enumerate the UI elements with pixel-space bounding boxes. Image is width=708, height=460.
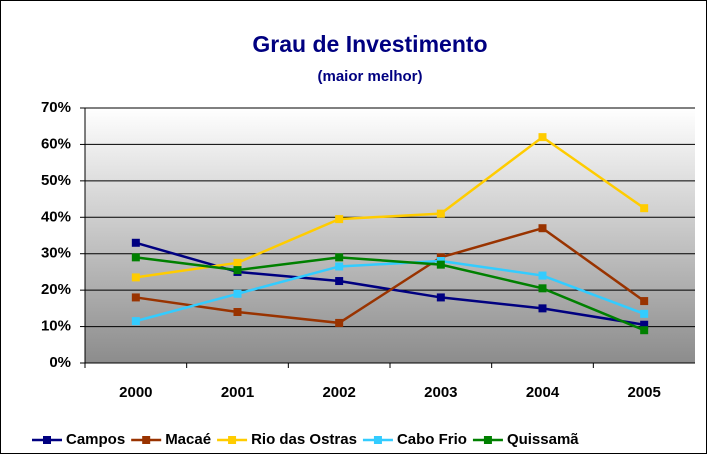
- legend-marker: [228, 436, 237, 444]
- y-tick-label: 40%: [41, 208, 71, 225]
- series-marker: [538, 284, 547, 293]
- series-marker: [131, 317, 140, 326]
- series-marker: [233, 258, 242, 267]
- series-marker: [436, 260, 445, 269]
- x-tick-label: 2003: [424, 384, 457, 401]
- series-marker: [233, 289, 242, 298]
- y-tick-label: 60%: [41, 135, 71, 152]
- legend-label: Campos: [66, 431, 125, 448]
- legend-marker: [43, 436, 51, 444]
- chart-title: Grau de Investimento: [252, 31, 487, 57]
- legend-marker: [373, 436, 382, 444]
- series-line: [135, 259, 645, 323]
- legend-marker: [483, 436, 492, 444]
- series-marker: [640, 326, 649, 335]
- y-tick-label: 50%: [41, 172, 71, 189]
- x-tick-label: 2001: [221, 384, 254, 401]
- series-line: [135, 226, 645, 325]
- series-marker: [233, 266, 242, 275]
- series-marker: [131, 253, 140, 262]
- series-marker: [335, 253, 344, 262]
- series-marker: [233, 308, 242, 316]
- series-marker: [436, 209, 445, 218]
- series-marker: [538, 133, 547, 142]
- series-marker: [335, 277, 344, 286]
- y-tick-label: 20%: [41, 281, 71, 298]
- series-marker: [538, 224, 547, 233]
- legend-label: Rio das Ostras: [251, 431, 357, 448]
- series-marker: [640, 297, 649, 306]
- x-tick-label: 2004: [526, 384, 560, 401]
- y-tick-label: 10%: [41, 318, 71, 335]
- series-marker: [436, 293, 445, 302]
- series-marker: [131, 273, 140, 282]
- y-tick-label: 30%: [41, 245, 71, 262]
- series-line: [135, 135, 645, 279]
- x-tick-label: 2005: [627, 384, 660, 401]
- series-marker: [335, 318, 344, 327]
- chart-subtitle: (maior melhor): [317, 68, 422, 85]
- series-marker: [538, 271, 547, 280]
- series-marker: [335, 215, 344, 224]
- plot-area: [85, 108, 695, 363]
- series-marker: [131, 293, 140, 302]
- series-marker: [131, 238, 140, 247]
- legend-marker: [142, 436, 151, 444]
- legend-label: Cabo Frio: [397, 431, 467, 448]
- series-line: [135, 256, 645, 332]
- x-tick-label: 2000: [119, 384, 152, 401]
- series-marker: [335, 262, 344, 271]
- legend-label: Quissamã: [507, 431, 579, 448]
- x-tick-label: 2002: [322, 384, 355, 401]
- y-tick-label: 0%: [49, 354, 71, 371]
- series-marker: [640, 320, 649, 329]
- series-marker: [640, 309, 649, 318]
- legend-label: Macaé: [165, 431, 211, 448]
- series-marker: [640, 204, 649, 213]
- series-marker: [538, 304, 547, 313]
- y-tick-label: 70%: [41, 99, 71, 116]
